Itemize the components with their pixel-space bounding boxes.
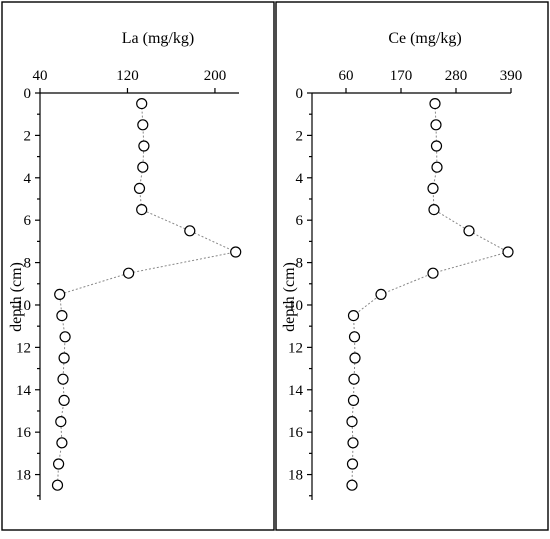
data-point bbox=[346, 479, 358, 491]
data-point bbox=[428, 204, 440, 216]
y-tick-label: 0 bbox=[296, 86, 304, 102]
data-point bbox=[59, 331, 71, 343]
data-point bbox=[137, 119, 149, 131]
data-point bbox=[430, 119, 442, 131]
data-point bbox=[136, 97, 148, 110]
data-point bbox=[430, 140, 443, 152]
x-tick-label: 390 bbox=[500, 68, 523, 84]
data-point bbox=[136, 204, 148, 216]
y-tick-label: 10 bbox=[288, 298, 303, 314]
data-point bbox=[123, 267, 135, 279]
x-tick-label: 170 bbox=[390, 68, 413, 84]
y-tick-label: 16 bbox=[288, 425, 304, 441]
data-point bbox=[346, 416, 358, 428]
data-point bbox=[52, 458, 65, 470]
data-point bbox=[502, 246, 514, 258]
data-point bbox=[427, 267, 439, 279]
data-point bbox=[463, 225, 475, 237]
data-point bbox=[427, 182, 439, 194]
data-point bbox=[349, 352, 361, 364]
data-point bbox=[133, 182, 146, 194]
data-point bbox=[347, 310, 360, 322]
data-point bbox=[184, 225, 196, 237]
chart-panel-1: Ce (mg/kg) 60 170 280 390 0 2 4 6 8 10 12 14 16 18 dept… bbox=[275, 1, 549, 531]
data-point bbox=[230, 246, 242, 258]
x-tick-label: 280 bbox=[445, 68, 468, 84]
y-axis-label: depth (cm) bbox=[8, 262, 25, 332]
data-point bbox=[431, 161, 443, 173]
y-axis-label: depth (cm) bbox=[281, 262, 298, 332]
y-tick-label: 4 bbox=[24, 171, 32, 187]
chart-panel-0: La (mg/kg) 40 120 200 0 2 4 6 8 10 12 14 16 18 depth (… bbox=[1, 1, 275, 531]
y-tick-label: 14 bbox=[16, 383, 32, 399]
data-point bbox=[54, 288, 66, 300]
y-tick-label: 8 bbox=[24, 256, 32, 272]
data-point bbox=[56, 437, 68, 449]
y-tick-label: 12 bbox=[16, 340, 31, 356]
series-line bbox=[351, 103, 510, 486]
data-point bbox=[138, 140, 150, 152]
x-tick-label: 60 bbox=[339, 68, 354, 84]
data-point bbox=[57, 373, 69, 385]
y-tick-label: 2 bbox=[296, 128, 304, 144]
data-point bbox=[55, 416, 67, 428]
data-point bbox=[348, 373, 360, 385]
data-point bbox=[347, 437, 359, 449]
data-point bbox=[58, 394, 70, 406]
data-point bbox=[347, 394, 360, 406]
y-tick-label: 6 bbox=[24, 213, 32, 229]
y-tick-label: 0 bbox=[24, 86, 32, 102]
data-point bbox=[137, 161, 149, 173]
data-point bbox=[346, 458, 359, 470]
x-tick-label: 120 bbox=[116, 68, 139, 84]
y-tick-label: 6 bbox=[296, 213, 304, 229]
data-point bbox=[375, 288, 387, 300]
data-point bbox=[58, 352, 70, 364]
y-tick-label: 18 bbox=[288, 468, 303, 484]
data-point bbox=[429, 97, 441, 110]
panel-border bbox=[1, 1, 275, 531]
panel-border bbox=[275, 1, 549, 531]
data-point bbox=[51, 479, 64, 491]
y-tick-label: 18 bbox=[16, 468, 31, 484]
axis-title: La (mg/kg) bbox=[122, 30, 194, 47]
y-tick-label: 8 bbox=[296, 256, 304, 272]
y-tick-label: 10 bbox=[16, 298, 31, 314]
y-tick-label: 16 bbox=[16, 425, 32, 441]
x-tick-label: 40 bbox=[33, 68, 48, 84]
data-point bbox=[56, 310, 68, 322]
y-tick-label: 12 bbox=[288, 340, 303, 356]
y-tick-label: 14 bbox=[288, 383, 304, 399]
y-tick-label: 4 bbox=[296, 171, 304, 187]
x-tick-label: 200 bbox=[204, 68, 227, 84]
y-tick-label: 2 bbox=[24, 128, 32, 144]
data-point bbox=[348, 331, 361, 343]
series-line bbox=[57, 103, 238, 486]
axis-title: Ce (mg/kg) bbox=[388, 30, 461, 47]
